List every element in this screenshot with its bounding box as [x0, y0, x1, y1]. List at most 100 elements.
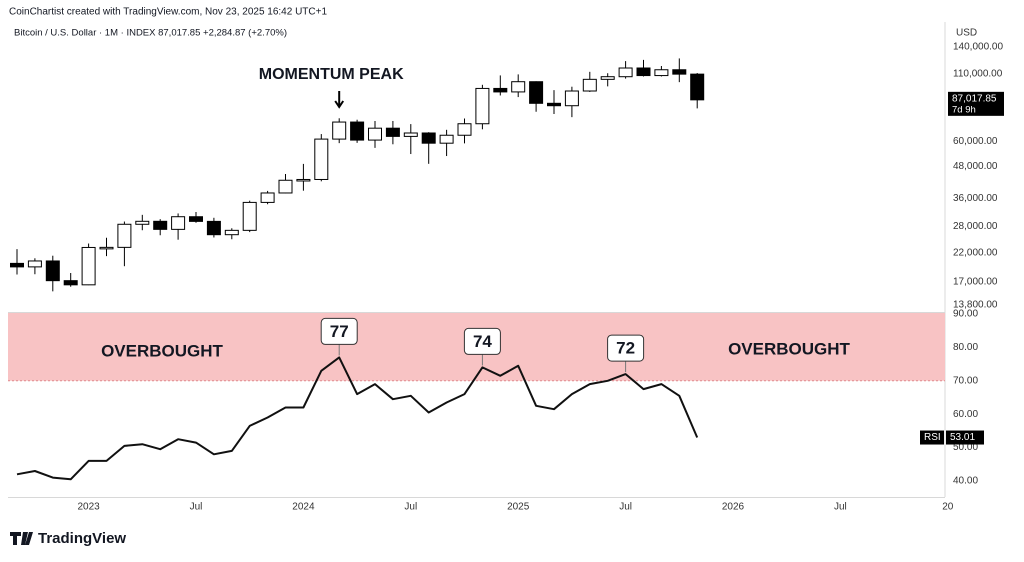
- y-tick-label: 80.00: [953, 342, 978, 353]
- candle: [332, 118, 347, 144]
- candle: [260, 190, 275, 205]
- candle: [45, 255, 60, 292]
- rsi-value-label: 53.01: [950, 432, 975, 443]
- credit: CoinChartist created with TradingView.co…: [9, 7, 327, 18]
- candle: [171, 213, 186, 240]
- candle: [242, 200, 257, 233]
- candle-body: [135, 220, 150, 225]
- candle: [117, 221, 132, 267]
- y-unit: USD: [956, 28, 977, 39]
- candle: [99, 237, 114, 257]
- candle-body: [10, 262, 24, 268]
- candle-body: [511, 81, 526, 93]
- y-tick-label: 50.00: [953, 442, 978, 453]
- candle-body: [439, 134, 454, 144]
- x-tick-label: Jul: [834, 502, 847, 513]
- y-tick-label: 60.00: [953, 409, 978, 420]
- candle-body: [242, 201, 257, 231]
- candle: [564, 86, 579, 118]
- y-tick-label: 48,000.00: [953, 161, 998, 172]
- candle: [618, 61, 633, 79]
- series-name: RSI: [924, 432, 941, 443]
- candle: [189, 211, 203, 223]
- rsi-name-box: [920, 430, 944, 445]
- candle-body: [63, 280, 78, 286]
- x-tick-label: Jul: [404, 502, 417, 513]
- candle-body: [81, 246, 96, 286]
- last-price-label: 87,017.85: [952, 93, 997, 104]
- callout-box: [320, 317, 358, 345]
- candle: [314, 134, 329, 182]
- candle: [529, 81, 544, 112]
- y-tick-label: 22,000.00: [953, 248, 998, 259]
- candle: [600, 73, 615, 87]
- candle-body: [672, 69, 687, 75]
- candle-body: [547, 102, 561, 107]
- candle-body: [296, 178, 311, 182]
- candle-body: [189, 216, 203, 222]
- candle: [81, 243, 96, 286]
- callout-box: [607, 334, 645, 362]
- annotation-arrow: [334, 91, 345, 109]
- x-tick-label: Jul: [619, 502, 632, 513]
- candle: [421, 132, 436, 164]
- candle: [672, 58, 687, 83]
- callout-box: [463, 327, 501, 355]
- candle: [654, 66, 669, 77]
- candle: [206, 217, 221, 238]
- last-price-box: [948, 91, 1004, 116]
- candle-body: [99, 246, 114, 250]
- y-tick-label: 28,000.00: [953, 221, 998, 232]
- candle: [153, 219, 168, 236]
- rsi-value-box: [946, 430, 984, 445]
- rsi-line: [16, 356, 699, 481]
- candle: [224, 228, 239, 240]
- candle: [368, 121, 382, 148]
- candle-body: [45, 260, 60, 282]
- x-tick-label: 2024: [292, 502, 315, 513]
- brand-logo: [10, 532, 33, 545]
- y-tick-label: 60,000.00: [953, 136, 998, 147]
- y-tick-label: 110,000.00: [953, 68, 1003, 79]
- y-tick-label: 13,800.00: [953, 300, 998, 311]
- candle-body: [600, 76, 615, 80]
- x-tick-label: Jul: [190, 502, 203, 513]
- candle: [10, 249, 24, 275]
- x-tick-label: 20: [942, 502, 954, 513]
- candle: [27, 258, 42, 275]
- annotation: MOMENTUM PEAK: [259, 66, 404, 83]
- candle: [493, 75, 508, 96]
- candle-body: [117, 223, 132, 248]
- candle-body: [636, 67, 651, 77]
- data-label: 72: [616, 339, 635, 358]
- candle-body: [278, 179, 293, 194]
- candle-body: [582, 78, 597, 92]
- symbol-info: Bitcoin / U.S. Dollar · 1M · INDEX 87,01…: [14, 28, 287, 39]
- y-tick-label: 40.00: [953, 476, 978, 487]
- data-label: 77: [330, 322, 349, 341]
- candle: [385, 120, 400, 145]
- candle: [439, 129, 454, 157]
- candle-body: [618, 67, 633, 78]
- candle-body: [475, 87, 490, 125]
- candle-body: [314, 138, 329, 180]
- candle-body: [654, 69, 669, 77]
- y-tick-label: 90.00: [953, 309, 978, 320]
- candle-body: [206, 220, 221, 236]
- candle-body: [332, 121, 347, 140]
- y-tick-label: 70.00: [953, 375, 978, 386]
- candle-body: [421, 132, 436, 144]
- y-tick-label: 140,000.00: [953, 42, 1003, 53]
- candle: [403, 124, 418, 155]
- y-tick-label: 17,000.00: [953, 276, 998, 287]
- candle-body: [529, 81, 544, 104]
- candle: [511, 74, 526, 98]
- candle-body: [493, 87, 508, 93]
- candle-body: [690, 73, 705, 101]
- candle: [457, 118, 472, 144]
- candle-body: [457, 123, 472, 136]
- candle: [278, 174, 293, 194]
- zone-label: OVERBOUGHT: [101, 341, 223, 360]
